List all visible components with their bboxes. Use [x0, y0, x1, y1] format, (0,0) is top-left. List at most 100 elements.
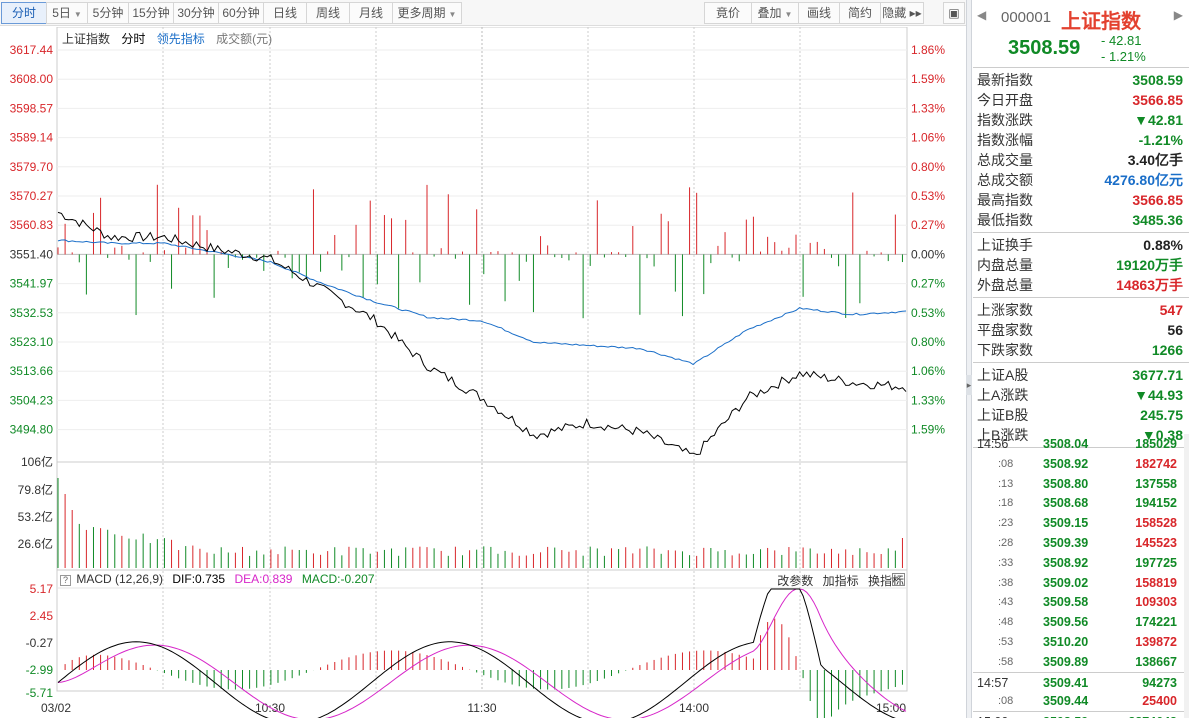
chart-canvas[interactable]: 3617.44 1.86% 3608.00 1.59% 3598.57 1.33% 3589… — [0, 27, 966, 718]
price-tick-label: 3513.66 — [10, 364, 54, 378]
stat-value: 3485.36 — [1132, 212, 1183, 228]
tool-button[interactable]: 竟价 — [704, 2, 752, 24]
collapse-arrow-icon[interactable]: ▸ — [966, 375, 972, 395]
period-label: 30分钟 — [177, 6, 215, 20]
tick-price: 3509.02 — [1043, 575, 1089, 590]
tick-volume: 182742 — [1135, 456, 1177, 471]
pct-tick-label: 1.33% — [911, 393, 945, 407]
time-tick-label: 03/02 — [41, 701, 71, 715]
macd-help-icon[interactable]: ? — [60, 575, 71, 586]
stat-value: 19120万手 — [1116, 257, 1183, 273]
tool-button[interactable]: 简约 — [839, 2, 881, 24]
macd-add-indicator[interactable]: 加指标 — [822, 574, 859, 588]
tick-time: :23 — [998, 517, 1014, 530]
legend-amount: 成交额(元) — [216, 32, 273, 46]
tick-volume: 145523 — [1135, 535, 1177, 550]
pct-tick-label: 1.59% — [911, 423, 945, 437]
stat-row: 总成交额 4276.80亿元 — [973, 170, 1189, 190]
volume-tick-label: 26.6亿 — [18, 536, 53, 551]
tick-time: :58 — [998, 655, 1014, 668]
period-button[interactable]: 分时 — [1, 2, 47, 24]
period-button[interactable]: 月线 — [349, 2, 393, 24]
dropdown-caret-icon: ▼ — [784, 10, 793, 19]
prev-arrow-icon[interactable]: ◀ — [977, 8, 987, 22]
dropdown-caret-icon: ▼ — [448, 10, 457, 19]
period-button[interactable]: 周线 — [306, 2, 350, 24]
period-label: 分时 — [11, 6, 36, 20]
tool-button[interactable]: ▣ — [943, 2, 965, 24]
panel-divider[interactable]: ▸ — [966, 0, 972, 718]
macd-value: MACD:-0.207 — [301, 572, 375, 586]
tick-volume: 197725 — [1135, 555, 1177, 570]
macd-edit-params[interactable]: 改参数 — [777, 574, 814, 588]
price-tick-label: 3579.70 — [10, 160, 54, 174]
tick-row: :48 3509.56 174221 — [973, 612, 1189, 632]
tick-volume: 137558 — [1135, 476, 1177, 491]
tick-price: 3508.80 — [1043, 476, 1089, 491]
pct-tick-label: 1.06% — [911, 131, 945, 145]
stat-label: 总成交量 — [977, 152, 1033, 168]
tick-list[interactable]: 14:56 3508.04 185029:08 3508.92 182742:13 350… — [973, 434, 1189, 718]
price-tick-label: 3523.10 — [10, 335, 54, 349]
period-button[interactable]: 日线 — [263, 2, 307, 24]
period-label: 5日 — [52, 6, 71, 20]
tool-button[interactable]: 画线 — [798, 2, 840, 24]
tick-price: 3508.68 — [1043, 496, 1089, 511]
stat-label: 指数涨跌 — [977, 112, 1033, 128]
tick-volume: 138667 — [1135, 654, 1177, 669]
tick-volume: 94273 — [1142, 675, 1177, 690]
time-tick-label: 15:00 — [876, 701, 906, 715]
tick-scrollbar[interactable] — [1184, 434, 1189, 718]
stat-label: 最低指数 — [977, 212, 1033, 228]
macd-close-button[interactable]: × — [892, 573, 905, 586]
tick-row: :28 3509.39 145523 — [973, 533, 1189, 553]
legend-title: 上证指数 — [62, 32, 111, 46]
tool-label: 简约 — [847, 6, 872, 20]
tool-label: 叠加 — [757, 6, 782, 20]
period-label: 更多周期 — [397, 6, 446, 20]
stats-section: 上证A股 3677.71 上A涨跌 ▼44.93 上证B股 245.75 上B涨跌 ▼0.38 — [973, 363, 1189, 448]
macd-tick-label: -5.71 — [26, 686, 54, 700]
tick-volume: 109303 — [1135, 595, 1177, 610]
stat-value: 4276.80亿元 — [1104, 172, 1183, 188]
stat-row: 指数涨跌 ▼42.81 — [973, 110, 1189, 130]
tool-button[interactable]: 叠加 ▼ — [751, 2, 799, 24]
tick-price: 3509.58 — [1043, 595, 1089, 610]
legend-mode: 分时 — [121, 32, 146, 46]
period-button[interactable]: 5分钟 — [87, 2, 129, 24]
period-button[interactable]: 更多周期 ▼ — [392, 2, 462, 24]
volume-tick-label: 106亿 — [21, 454, 53, 469]
price-tick-label: 3532.53 — [10, 306, 54, 320]
stat-value: 56 — [1167, 322, 1183, 338]
stats-section: 最新指数 3508.59 今日开盘 3566.85 指数涨跌 ▼42.81 指数涨幅 -1.2… — [973, 68, 1189, 233]
stat-row: 指数涨幅 -1.21% — [973, 130, 1189, 150]
macd-dif: DIF:0.735 — [172, 572, 226, 586]
macd-switch-indicator[interactable]: 换指标 — [867, 574, 904, 588]
tool-label: 竟价 — [715, 6, 740, 20]
intraday-chart[interactable]: 3617.44 1.86% 3608.00 1.59% 3598.57 1.33% 3589… — [0, 27, 966, 718]
next-arrow-icon[interactable]: ▶ — [1173, 8, 1183, 22]
period-button[interactable]: 30分钟 — [173, 2, 219, 24]
macd-tools: 改参数 加指标 换指标 — [771, 572, 904, 589]
stat-value: 3566.85 — [1132, 192, 1183, 208]
tick-time: :53 — [998, 635, 1014, 648]
price-line — [57, 211, 907, 456]
pct-tick-label: 1.33% — [911, 101, 945, 115]
period-button[interactable]: 15分钟 — [128, 2, 174, 24]
pct-tick-label: 1.86% — [911, 43, 945, 57]
tick-row: :33 3508.92 197725 — [973, 553, 1189, 573]
macd-tick-label: -0.27 — [26, 636, 54, 650]
stat-label: 指数涨幅 — [977, 132, 1033, 148]
tick-time: 14:56 — [977, 437, 1009, 451]
stat-row: 最新指数 3508.59 — [973, 70, 1189, 90]
quote-stats: 最新指数 3508.59 今日开盘 3566.85 指数涨跌 ▼42.81 指数涨幅 -1.2… — [973, 68, 1189, 448]
stat-label: 今日开盘 — [977, 92, 1033, 108]
stat-value: 547 — [1159, 302, 1183, 318]
period-button[interactable]: 5日 ▼ — [46, 2, 88, 24]
stat-row: 内盘总量 19120万手 — [973, 255, 1189, 275]
tool-button[interactable]: 隐藏 ▸▸ — [880, 2, 924, 24]
legend-leading[interactable]: 领先指标 — [156, 32, 205, 46]
period-toolbar: 分时 5日 ▼ 5分钟 15分钟 30分钟 60分钟 日线 周线 月线 更多周期 ▼ 竟价 叠加 ▼ 画线 简约… — [0, 0, 966, 26]
tick-volume: 194152 — [1135, 496, 1177, 511]
period-button[interactable]: 60分钟 — [218, 2, 264, 24]
